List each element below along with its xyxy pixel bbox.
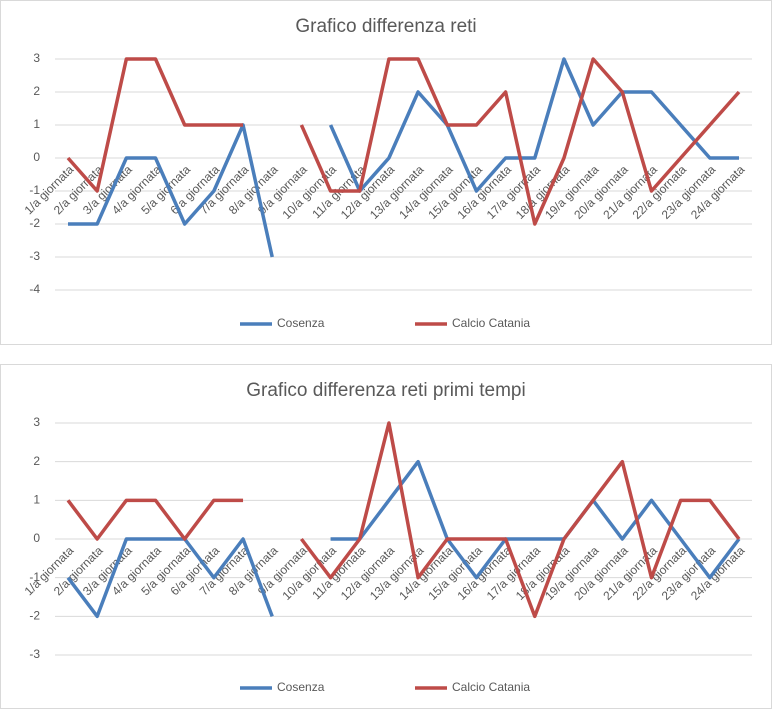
series-line <box>66 421 741 619</box>
legend-label: Calcio Catania <box>452 680 530 694</box>
y-tick-label: 1 <box>33 117 40 131</box>
y-tick-label: -2 <box>29 609 40 623</box>
y-tick-label: 0 <box>33 150 40 164</box>
y-tick-label: 2 <box>33 454 40 468</box>
y-tick-label: 1 <box>33 493 40 507</box>
legend-label: Cosenza <box>277 680 325 694</box>
y-tick-label: -3 <box>29 647 40 661</box>
chart-title: Grafico differenza reti <box>295 16 476 37</box>
y-tick-label: -1 <box>29 183 40 197</box>
y-tick-label: 3 <box>33 51 40 65</box>
legend-label: Calcio Catania <box>452 316 530 330</box>
chart-title: Grafico differenza reti primi tempi <box>246 380 525 401</box>
y-tick-label: 3 <box>33 415 40 429</box>
y-tick-label: 0 <box>33 531 40 545</box>
legend-label: Cosenza <box>277 316 325 330</box>
y-tick-label: -4 <box>29 282 40 296</box>
y-tick-label: 2 <box>33 84 40 98</box>
y-tick-label: -2 <box>29 216 40 230</box>
y-tick-label: -1 <box>29 570 40 584</box>
series-line <box>68 57 739 258</box>
series-line <box>66 57 741 226</box>
y-tick-label: -3 <box>29 249 40 263</box>
chart-frame <box>0 364 772 709</box>
